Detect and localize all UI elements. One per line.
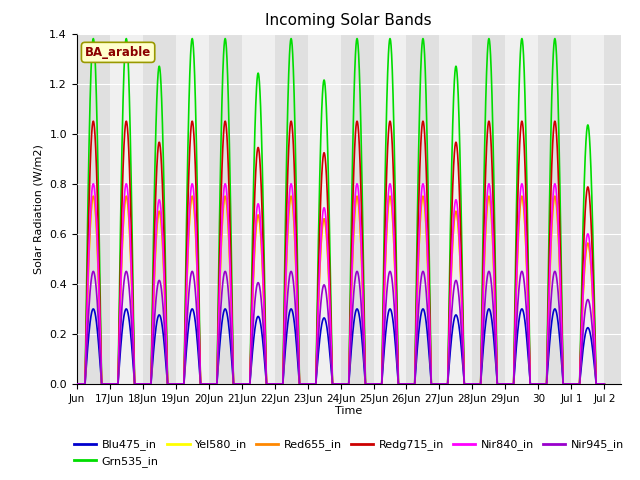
Red655_in	[600, 381, 608, 387]
Bar	[340, 34, 374, 384]
Grn535_in	[73, 381, 81, 387]
Blu475_in	[276, 381, 284, 387]
Bar	[572, 34, 604, 384]
Bar	[440, 34, 472, 384]
Bar	[275, 34, 308, 384]
X-axis label: Time: Time	[335, 407, 362, 417]
Redg715_in	[321, 153, 329, 158]
Yel580_in	[73, 381, 81, 387]
Bar	[110, 34, 143, 384]
Grn535_in	[90, 36, 97, 41]
Blu475_in	[395, 381, 403, 387]
Grn535_in	[380, 224, 388, 229]
Blu475_in	[380, 347, 388, 353]
Nir840_in	[600, 381, 608, 387]
Nir840_in	[92, 195, 99, 201]
Red655_in	[321, 218, 329, 224]
Nir840_in	[395, 381, 403, 387]
Bar	[308, 34, 340, 384]
Bar	[406, 34, 440, 384]
Grn535_in	[600, 381, 608, 387]
Blu475_in	[90, 306, 97, 312]
Line: Grn535_in: Grn535_in	[77, 38, 604, 384]
Nir840_in	[321, 207, 329, 213]
Bar	[472, 34, 506, 384]
Yel580_in	[90, 193, 97, 199]
Yel580_in	[276, 381, 284, 387]
Redg715_in	[395, 381, 403, 387]
Blu475_in	[600, 381, 608, 387]
Grn535_in	[476, 381, 483, 387]
Line: Redg715_in: Redg715_in	[77, 121, 604, 384]
Nir840_in	[73, 381, 81, 387]
Bar	[538, 34, 572, 384]
Nir945_in	[90, 268, 97, 274]
Redg715_in	[90, 119, 97, 124]
Title: Incoming Solar Bands: Incoming Solar Bands	[266, 13, 432, 28]
Blu475_in	[476, 381, 483, 387]
Redg715_in	[92, 137, 99, 143]
Yel580_in	[476, 381, 483, 387]
Red655_in	[73, 381, 81, 387]
Red655_in	[90, 193, 97, 199]
Text: BA_arable: BA_arable	[85, 46, 151, 59]
Nir945_in	[395, 381, 403, 387]
Bar	[506, 34, 538, 384]
Nir840_in	[276, 381, 284, 387]
Blu475_in	[92, 312, 99, 317]
Red655_in	[276, 381, 284, 387]
Red655_in	[476, 381, 483, 387]
Legend: Blu475_in, Grn535_in, Yel580_in, Red655_in, Redg715_in, Nir840_in, Nir945_in: Blu475_in, Grn535_in, Yel580_in, Red655_…	[69, 435, 628, 471]
Bar	[209, 34, 242, 384]
Yel580_in	[380, 296, 388, 301]
Nir840_in	[476, 381, 483, 387]
Grn535_in	[276, 381, 284, 387]
Bar	[77, 34, 110, 384]
Line: Blu475_in: Blu475_in	[77, 309, 604, 384]
Grn535_in	[395, 381, 403, 387]
Nir945_in	[380, 330, 388, 336]
Grn535_in	[321, 81, 329, 87]
Yel580_in	[92, 206, 99, 212]
Nir945_in	[73, 381, 81, 387]
Bar	[374, 34, 406, 384]
Line: Yel580_in: Yel580_in	[77, 196, 604, 384]
Yel580_in	[600, 381, 608, 387]
Nir840_in	[380, 290, 388, 296]
Bar	[143, 34, 176, 384]
Y-axis label: Solar Radiation (W/m2): Solar Radiation (W/m2)	[34, 144, 44, 274]
Redg715_in	[380, 262, 388, 267]
Line: Red655_in: Red655_in	[77, 196, 604, 384]
Bar	[242, 34, 275, 384]
Redg715_in	[600, 381, 608, 387]
Yel580_in	[321, 218, 329, 224]
Nir945_in	[321, 283, 329, 289]
Bar	[604, 34, 621, 384]
Nir945_in	[476, 381, 483, 387]
Line: Nir945_in: Nir945_in	[77, 271, 604, 384]
Grn535_in	[92, 60, 99, 66]
Red655_in	[380, 296, 388, 301]
Nir945_in	[600, 381, 608, 387]
Red655_in	[92, 206, 99, 212]
Bar	[176, 34, 209, 384]
Nir840_in	[90, 181, 97, 187]
Redg715_in	[476, 381, 483, 387]
Yel580_in	[395, 381, 403, 387]
Redg715_in	[73, 381, 81, 387]
Blu475_in	[321, 316, 329, 322]
Nir945_in	[92, 276, 99, 282]
Red655_in	[395, 381, 403, 387]
Redg715_in	[276, 381, 284, 387]
Nir945_in	[276, 381, 284, 387]
Line: Nir840_in: Nir840_in	[77, 184, 604, 384]
Blu475_in	[73, 381, 81, 387]
